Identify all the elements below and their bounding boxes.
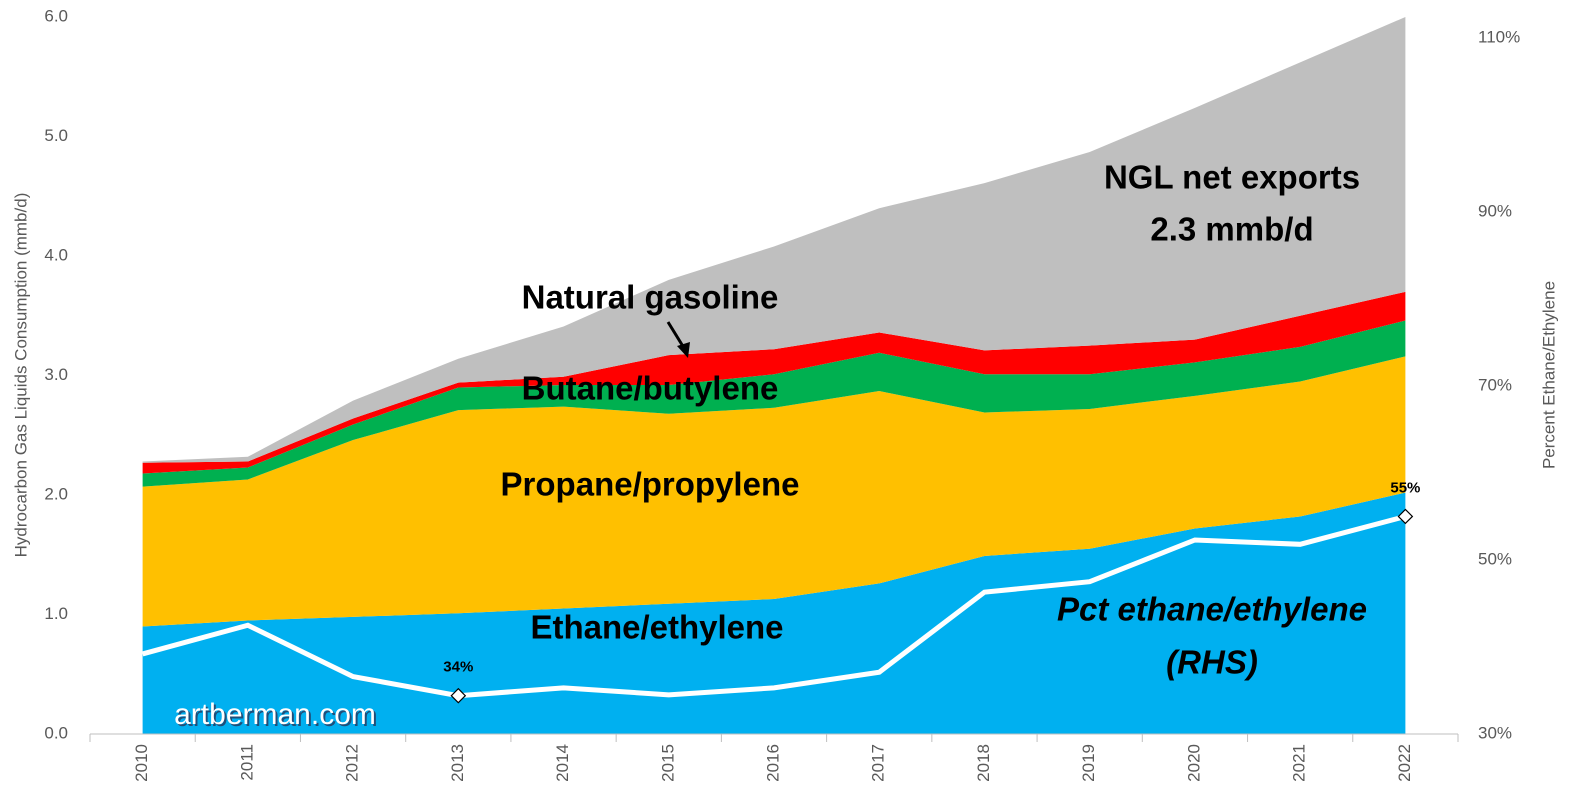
annotation: 2.3 mmb/d — [1150, 211, 1313, 248]
y-tick-label: 3.0 — [44, 365, 68, 384]
x-tick-label: 2010 — [132, 744, 151, 782]
x-tick-label: 2012 — [343, 744, 362, 782]
y-tick-label: 1.0 — [44, 604, 68, 623]
series-label: Ethane/ethylene — [530, 609, 783, 646]
arrow — [666, 321, 686, 349]
series-label: Propane/propylene — [501, 466, 800, 503]
series-label: Natural gasoline — [522, 279, 779, 316]
y-axis-label: Hydrocarbon Gas Liquids Consumption (mmb… — [11, 193, 30, 558]
marker — [450, 687, 467, 704]
y2-tick-label: 70% — [1478, 375, 1512, 394]
y-tick-label: 0.0 — [44, 723, 68, 742]
watermark: artberman.com — [176, 700, 378, 733]
x-tick-label: 2014 — [553, 744, 572, 782]
data-label: 55% — [1390, 479, 1420, 496]
area — [142, 320, 1406, 487]
watermark: artberman.com — [174, 698, 376, 731]
x-tick-label: 2018 — [974, 744, 993, 782]
y2-tick-label: 30% — [1478, 723, 1512, 742]
y2-axis-label: Percent Ethane/Ethylene — [1539, 281, 1558, 469]
x-tick-label: 2011 — [237, 744, 256, 781]
data-label: 34% — [443, 659, 473, 676]
area — [142, 17, 1406, 463]
y-tick-label: 2.0 — [44, 484, 68, 503]
annotation: (RHS) — [1166, 644, 1258, 681]
series-label: Pct ethane/ethylene — [1057, 591, 1367, 628]
x-tick-label: 2021 — [1290, 744, 1309, 782]
y-tick-label: 5.0 — [44, 126, 68, 145]
x-tick-label: 2013 — [448, 744, 467, 782]
area — [142, 492, 1406, 734]
x-tick-label: 2022 — [1395, 744, 1414, 782]
x-tick-label: 2020 — [1184, 744, 1203, 782]
y2-tick-label: 50% — [1478, 549, 1512, 568]
area — [142, 356, 1406, 627]
y-tick-label: 6.0 — [44, 6, 68, 25]
arrow-head — [677, 342, 690, 358]
marker — [1397, 508, 1414, 525]
line — [141, 514, 1407, 699]
series-label: NGL net exports — [1104, 159, 1360, 196]
area — [142, 291, 1406, 474]
y2-tick-label: 110% — [1478, 27, 1520, 46]
y2-tick-label: 90% — [1478, 201, 1512, 220]
y-tick-label: 4.0 — [44, 245, 68, 264]
x-tick-label: 2015 — [658, 744, 677, 782]
series-label: Butane/butylene — [522, 370, 779, 407]
x-tick-label: 2017 — [869, 744, 888, 782]
x-tick-label: 2019 — [1079, 744, 1098, 782]
x-tick-label: 2016 — [763, 744, 782, 782]
